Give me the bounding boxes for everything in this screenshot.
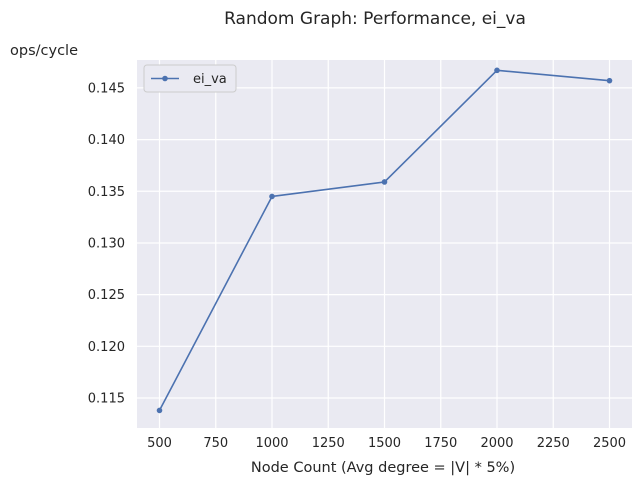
y-tick-label: 0.125: [88, 288, 125, 303]
x-tick-label: 2500: [593, 436, 626, 451]
data-point-ei_va: [156, 407, 163, 414]
legend-box: [143, 64, 237, 93]
x-tick-label: 750: [203, 436, 228, 451]
y-tick-label: 0.135: [88, 185, 125, 200]
y-tick-label: 0.145: [88, 81, 125, 96]
y-axis-label: ops/cycle: [10, 43, 78, 59]
series-layer: [156, 67, 613, 414]
y-tick-label: 0.130: [88, 236, 125, 251]
tick-labels: 500 750 1000 1250 1500 1750 2000 2250 2500 0.115 0…: [88, 81, 626, 451]
y-tick-label: 0.120: [88, 340, 125, 355]
x-axis-label: Node Count (Avg degree = |V| * 5%): [251, 460, 515, 476]
x-tick-label: 2000: [480, 436, 513, 451]
grid-lines: [137, 60, 632, 428]
legend: ei_va: [143, 64, 237, 93]
y-tick-label: 0.115: [88, 392, 125, 407]
x-tick-label: 1500: [368, 436, 401, 451]
data-point-ei_va: [606, 77, 613, 84]
x-tick-label: 500: [147, 436, 172, 451]
data-point-ei_va: [494, 67, 500, 74]
x-tick-label: 1250: [312, 436, 345, 451]
x-tick-label: 1000: [255, 436, 288, 451]
chart-title: Random Graph: Performance, ei_va: [224, 9, 526, 29]
data-point-ei_va: [269, 193, 275, 200]
data-point-ei_va: [381, 179, 388, 185]
x-tick-label: 2250: [537, 436, 570, 451]
x-tick-label: 1750: [424, 436, 457, 451]
legend-series-marker: [162, 75, 168, 82]
legend-series-label: ei_va: [193, 72, 227, 87]
y-tick-label: 0.140: [88, 133, 125, 148]
